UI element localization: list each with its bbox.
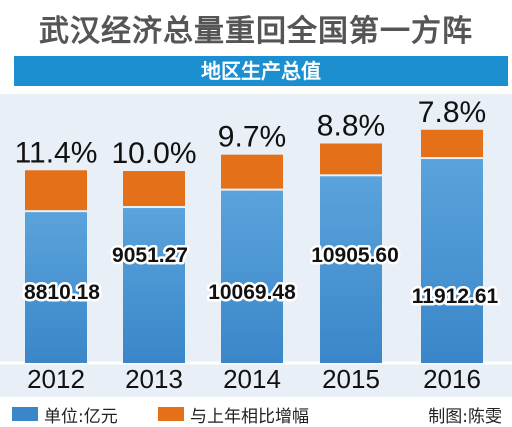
- gdp-label-2014: 10069.48: [208, 281, 296, 304]
- credit: 制图:陈雯: [428, 407, 502, 427]
- growth-bar-2015: [320, 143, 382, 175]
- banner-text: 地区生产总值: [201, 59, 321, 83]
- year-label-2015: 2015: [322, 364, 380, 394]
- legend-swatch-gdp: [12, 407, 38, 421]
- legend-label-growth: 与上年相比增幅: [190, 407, 309, 427]
- gdp-bar-2014: [221, 190, 283, 363]
- gdp-bar-2012: [25, 212, 87, 363]
- growth-bar-2013: [123, 171, 185, 207]
- year-label-2013: 2013: [125, 364, 183, 394]
- chart-title: 武汉经济总量重回全国第一方阵: [39, 14, 473, 49]
- legend: 单位:亿元 与上年相比增幅 制图:陈雯: [0, 400, 512, 427]
- year-label-2016: 2016: [423, 364, 481, 394]
- bar-chart: 11.4% 8810.18 2012 10.0% 9051.27 2013 9.7% 1006…: [0, 96, 512, 394]
- growth-bar-2016: [421, 129, 483, 158]
- gdp-label-2013: 9051.27: [112, 244, 188, 267]
- year-label-2012: 2012: [27, 364, 85, 394]
- gdp-bar-2016: [421, 159, 483, 363]
- gdp-bar-2015: [320, 176, 382, 363]
- growth-label-2013: 10.0%: [111, 137, 196, 170]
- legend-label-gdp: 单位:亿元: [44, 407, 118, 427]
- growth-label-2014: 9.7%: [218, 121, 286, 154]
- gdp-bar-2013: [123, 208, 185, 363]
- gdp-label-2016: 11912.61: [412, 285, 499, 308]
- banner: 地区生产总值: [14, 56, 508, 86]
- gdp-label-2012: 8810.18: [24, 281, 100, 304]
- year-label-2014: 2014: [223, 364, 281, 394]
- growth-label-2012: 11.4%: [15, 136, 98, 169]
- growth-bar-2012: [25, 170, 87, 211]
- growth-bar-2014: [221, 154, 283, 189]
- gdp-label-2015: 10905.60: [311, 244, 399, 267]
- growth-label-2016: 7.8%: [418, 96, 486, 129]
- legend-swatch-growth: [158, 407, 184, 421]
- growth-label-2015: 8.8%: [317, 109, 385, 142]
